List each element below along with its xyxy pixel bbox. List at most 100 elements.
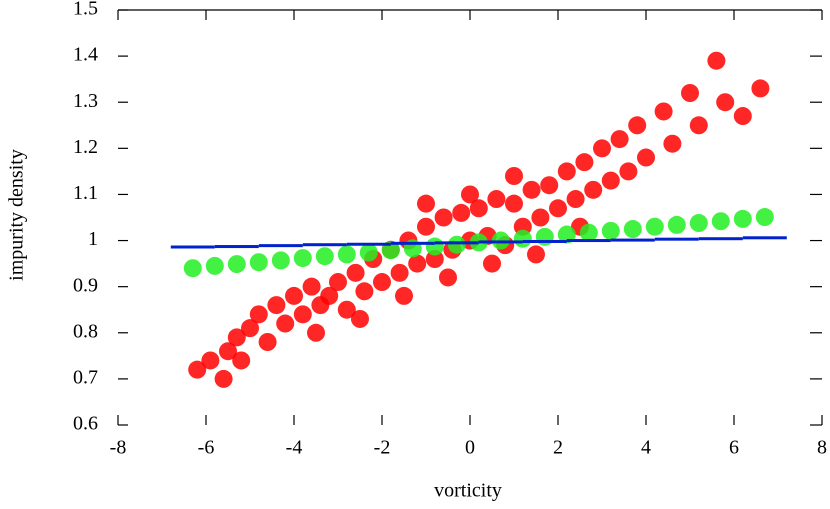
y-tick-label: 1.2 [73,136,98,158]
point [425,237,444,256]
y-tick-label: 0.7 [73,366,98,388]
point [170,245,215,249]
x-tick-label: -4 [286,437,303,459]
point [390,263,409,282]
point [359,243,378,262]
point [241,319,259,338]
point [637,148,655,167]
point [258,333,277,351]
point [566,190,585,209]
point [593,139,611,158]
point [346,242,391,246]
point [483,254,501,273]
point [478,240,523,244]
point [522,180,541,199]
point [566,239,611,243]
point [373,273,391,292]
x-tick-label: 8 [817,437,827,459]
y-axis-label: impurity density [6,149,28,281]
point [654,237,699,241]
point [395,286,413,305]
point [733,209,752,228]
point [610,130,629,149]
point [522,239,567,243]
y-tick-label: 1.1 [73,182,98,204]
point [707,51,726,70]
y-tick-label: 1 [88,228,98,250]
x-tick-label: -6 [198,437,215,459]
point [293,305,312,324]
point [689,214,708,233]
point [742,236,787,240]
point [487,190,506,209]
point [320,286,339,305]
y-tick-label: 0.8 [73,320,98,342]
point [346,263,365,282]
point [219,342,237,361]
point [619,162,638,181]
point [293,249,312,268]
point [469,199,488,218]
point [601,221,620,240]
point [461,185,479,204]
point [390,241,435,245]
y-tick-label: 0.6 [73,413,98,435]
point [751,79,770,98]
point [267,296,286,315]
point [447,235,466,254]
point [337,300,356,319]
point [610,238,655,242]
point [549,199,567,218]
point [214,245,259,249]
point [623,220,642,239]
point [201,351,220,370]
point [601,171,620,190]
point [302,243,347,247]
point [527,245,545,264]
point [227,255,246,274]
point [417,217,435,236]
x-tick-label: 4 [641,437,651,459]
point [351,309,369,328]
point [408,254,427,273]
x-tick-label: 0 [465,437,475,459]
point [232,351,251,370]
point [681,84,699,102]
point [667,215,686,234]
point [258,244,303,248]
point [663,134,682,153]
point [337,245,356,264]
point [227,328,246,347]
y-tick-label: 1.4 [73,44,98,66]
point [439,268,457,287]
point [285,286,303,305]
point [205,256,224,275]
x-tick-label: 6 [729,437,739,459]
point [531,208,550,227]
point [628,116,647,135]
point [302,277,321,296]
point [355,282,374,301]
point [689,116,708,135]
point [540,176,559,195]
point [579,223,598,242]
x-tick-label: -8 [110,437,127,459]
point [535,227,554,246]
point [698,237,743,241]
point [214,369,233,388]
point [188,360,207,379]
point [307,323,325,342]
x-axis-label: vorticity [434,480,502,502]
point [557,162,576,181]
point [434,208,453,227]
point [417,194,435,213]
point [716,93,735,112]
point [249,305,268,324]
point [434,241,479,245]
point [513,229,532,248]
point [584,180,603,199]
point [452,203,471,222]
point [755,208,774,227]
x-tick-label: -2 [374,437,391,459]
